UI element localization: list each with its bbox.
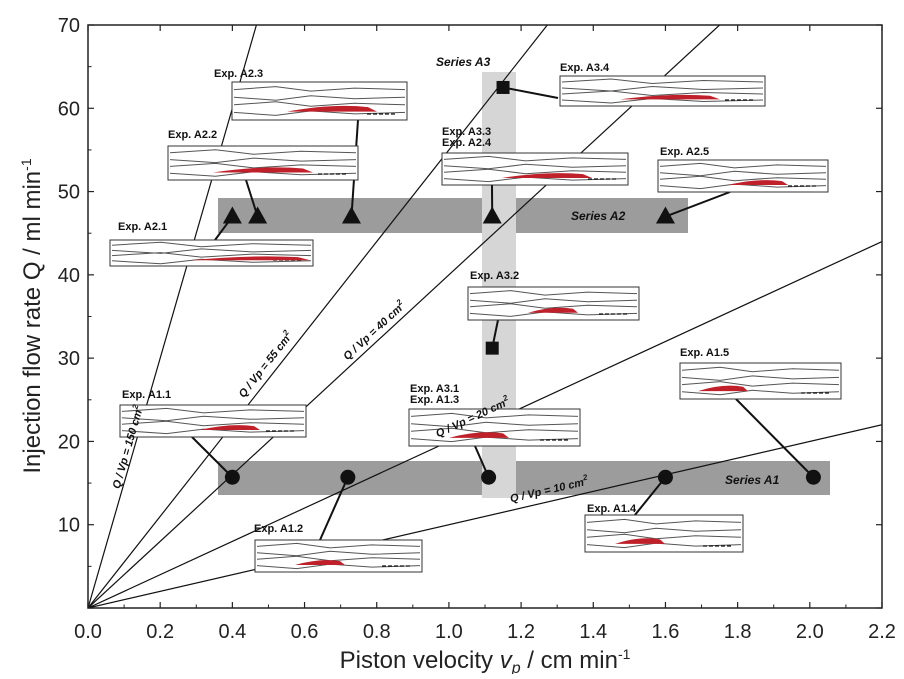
x-tick-label: 1.8 [724, 621, 752, 643]
experiment-label: Exp. A1.3 [410, 394, 459, 406]
series-a3-point [486, 342, 499, 355]
series-a3-point [497, 81, 510, 94]
ratio-line-150 [88, 25, 256, 608]
x-tick-label: 0.8 [363, 621, 391, 643]
axes: 0.0 0.2 0.4 0.6 0.8 1.0 1.2 1.4 1.6 1.8 2.0 2.2 10 20… [18, 15, 896, 674]
series-a3-label: Series A3 [436, 55, 491, 69]
experiment-label: Exp. A3.2 [470, 270, 519, 282]
series-a1-label: Series A1 [725, 473, 780, 487]
x-tick-label: 1.6 [652, 621, 680, 643]
x-tick-label: 2.0 [796, 621, 824, 643]
experiment-label: Exp. A2.5 [660, 146, 709, 158]
x-tick-label: 2.2 [868, 621, 896, 643]
y-tick-label: 30 [58, 348, 80, 370]
x-axis-title: Piston velocity vp / cm min-1 [340, 646, 631, 674]
experiment-label: Exp. A2.2 [168, 129, 217, 141]
experiment-thumbnail [255, 540, 422, 572]
experiment-thumbnail [658, 160, 828, 192]
x-tick-label: 0.2 [146, 621, 174, 643]
y-tick-label: 20 [58, 431, 80, 453]
experiment-thumbnail [468, 287, 639, 320]
y-tick-label: 60 [58, 98, 80, 120]
experiment-label: Exp. A1.2 [254, 523, 303, 535]
experiment-thumbnail [680, 363, 841, 399]
experiment-label: Exp. A2.3 [214, 68, 263, 80]
x-tick-label: 0.0 [74, 621, 102, 643]
experiment-thumbnail [168, 146, 358, 180]
experiment-label: Exp. A1.5 [680, 347, 729, 359]
experiment-label: Exp. A1.4 [587, 503, 637, 515]
x-tick-label: 1.2 [507, 621, 535, 643]
x-tick-label: 0.4 [218, 621, 246, 643]
series-a2-label: Series A2 [571, 209, 626, 223]
ratio-line-label-40: Q / Vp = 40 cm2 [339, 297, 408, 363]
experiment-thumbnail [585, 515, 743, 552]
y-axis-title: Injection flow rate Q / ml min-1 [18, 158, 46, 473]
series-a1-point [225, 470, 240, 485]
series-a1-point [658, 470, 673, 485]
experiment-label: Exp. A3.4 [560, 62, 610, 74]
experiment-thumbnail [560, 76, 765, 106]
x-tick-label: 0.6 [291, 621, 319, 643]
experiment-label: Exp. A1.1 [122, 389, 171, 401]
experiment-label: Exp. A2.4 [442, 137, 492, 149]
y-tick-label: 10 [58, 515, 80, 537]
experiment-thumbnail [232, 82, 407, 120]
connector-line [192, 437, 232, 477]
series-a1-point [481, 470, 496, 485]
y-tick-label: 70 [58, 15, 80, 37]
x-tick-label: 1.4 [579, 621, 607, 643]
y-tick-label: 50 [58, 182, 80, 204]
ratio-line-label-55: Q / Vp = 55 cm2 [234, 328, 296, 401]
experiment-thumbnail [120, 405, 306, 437]
experiment-label: Exp. A2.1 [118, 221, 167, 233]
series-a1-point [806, 470, 821, 485]
experiment-thumbnail [110, 240, 313, 266]
series-a1-point [340, 470, 355, 485]
x-tick-label: 1.0 [435, 621, 463, 643]
experiment-thumbnails [110, 76, 841, 572]
y-tick-label: 40 [58, 265, 80, 287]
experiment-thumbnail [442, 153, 628, 185]
